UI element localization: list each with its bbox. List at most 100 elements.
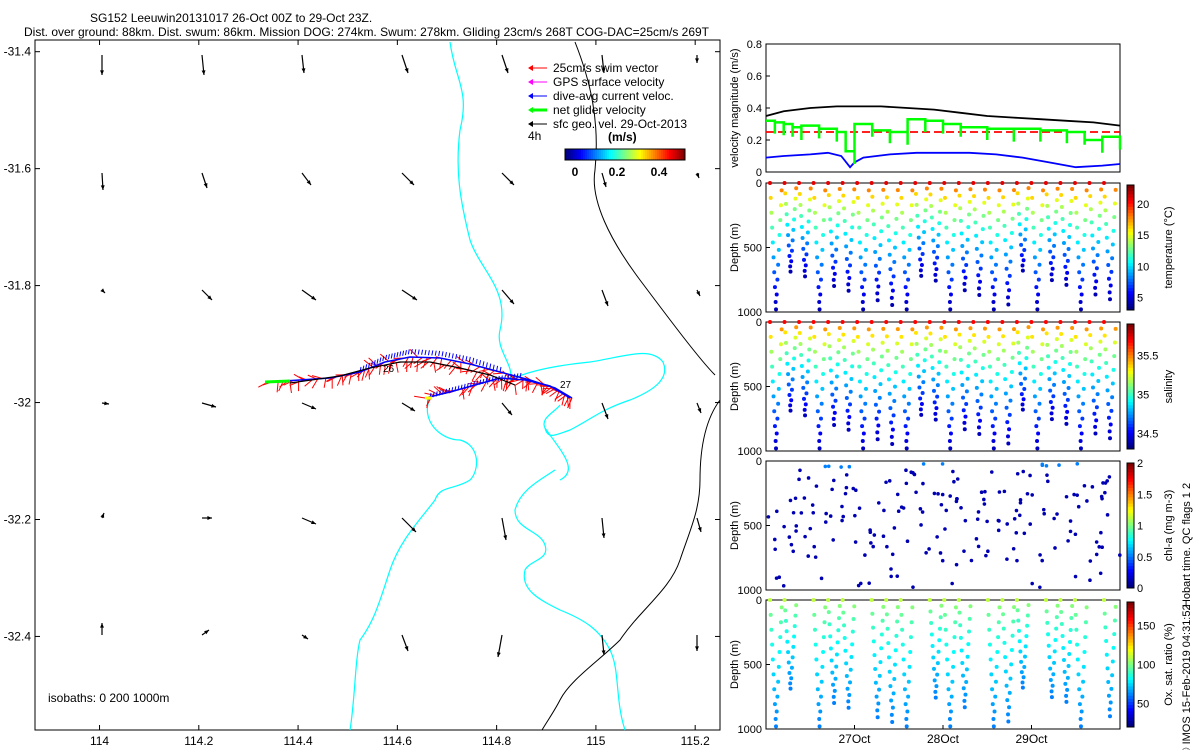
- profile-colorbar-tick: 100: [1137, 660, 1155, 672]
- profile-sample: [778, 357, 783, 362]
- swim-vector: [468, 385, 474, 397]
- legend-colorbar-cell: [585, 149, 588, 160]
- profile-sample: [1001, 348, 1006, 353]
- profile-sample: [1061, 240, 1066, 245]
- profile-colorbar-cell: [1127, 642, 1134, 647]
- profile-sample: [856, 349, 861, 354]
- profile-sample: [933, 411, 938, 416]
- profile-sample: [987, 225, 992, 230]
- chl-sample: [1103, 481, 1108, 485]
- profile-colorbar-cell: [1127, 436, 1134, 441]
- profile-sample: [890, 705, 895, 710]
- profile-sample: [1059, 192, 1064, 197]
- profile-sample: [919, 262, 924, 267]
- profile-sample: [842, 206, 847, 211]
- chl-sample: [1015, 471, 1020, 476]
- profile-sample: [1075, 225, 1080, 230]
- profile-sample: [794, 325, 799, 330]
- profile-sample: [801, 246, 806, 251]
- profile-sample: [876, 423, 881, 428]
- profile-sample: [943, 210, 948, 215]
- profile-sample: [1075, 240, 1080, 245]
- profile-sample: [870, 333, 875, 338]
- profile-sample: [842, 636, 847, 641]
- profile-colorbar-cell: [1127, 349, 1134, 353]
- profile-sample: [785, 222, 790, 227]
- profile-sample: [903, 702, 908, 707]
- profile-sample: [800, 374, 805, 379]
- sfc-vector-head: [100, 513, 105, 518]
- legend-colorbar-cell: [659, 149, 662, 160]
- profile-sample: [988, 240, 993, 245]
- profile-sample: [953, 620, 958, 625]
- profile-sample: [1107, 707, 1112, 712]
- sfc-vector-head: [100, 185, 105, 190]
- chl-sample: [872, 533, 877, 537]
- profile-sample: [894, 633, 899, 638]
- profile-sample: [886, 377, 891, 382]
- profile-sample: [1064, 693, 1069, 698]
- profile-sample: [800, 235, 805, 240]
- profile-sample: [990, 285, 995, 290]
- profile-sample: [784, 351, 789, 356]
- profile-sample: [902, 409, 907, 414]
- profile-sample: [945, 672, 950, 677]
- profile-sample: [993, 679, 998, 684]
- profile-colorbar-cell: [1127, 705, 1134, 709]
- profile-colorbar-cell: [1127, 191, 1134, 195]
- profile-sample: [900, 225, 905, 230]
- profile-sample: [783, 330, 788, 335]
- profile-sample: [1016, 211, 1021, 216]
- profile-sample: [789, 665, 794, 670]
- profile-sample: [1035, 307, 1040, 312]
- map-xtick-label: 114.2: [184, 734, 213, 748]
- profile-colorbar-cell: [1127, 345, 1134, 350]
- velocity-ylabel: velocity magnitude (m/s): [729, 48, 741, 167]
- profile-sample: [1073, 334, 1078, 339]
- profile-colorbar-cell: [1127, 581, 1134, 586]
- profile-sample: [857, 379, 862, 384]
- profile-sample: [987, 349, 992, 354]
- chl-sample: [876, 501, 881, 505]
- profile-colorbar-cell: [1127, 584, 1134, 589]
- profile-colorbar-cell: [1127, 263, 1134, 267]
- profile-sample: [1022, 376, 1027, 381]
- profile-sample: [1019, 253, 1024, 258]
- sfc-vector-head: [602, 182, 607, 187]
- profile-sample: [956, 598, 961, 602]
- chl-sample: [1018, 500, 1023, 505]
- profile-sample: [904, 724, 909, 729]
- profile-sample: [991, 446, 996, 451]
- profile-sample: [773, 716, 778, 721]
- profile-sample: [1102, 333, 1107, 338]
- profile-sample: [1067, 651, 1072, 656]
- profile-sample: [1014, 598, 1019, 602]
- chl-sample: [819, 576, 824, 581]
- profile-sample: [893, 648, 898, 653]
- profile-colorbar-cell: [1127, 330, 1134, 334]
- swim-vector: [364, 368, 370, 378]
- profile-sample: [1066, 385, 1071, 390]
- profile-sample: [786, 243, 791, 248]
- profile-sample: [1023, 644, 1028, 649]
- legend-colorbar-cell: [579, 149, 582, 160]
- profile-sample: [901, 379, 906, 384]
- profile-sample: [997, 605, 1002, 610]
- profile-sample: [1003, 669, 1008, 674]
- profile-sample: [1019, 242, 1024, 247]
- profile-sample: [944, 225, 949, 230]
- profile-sample: [1054, 348, 1059, 353]
- profile-sample: [1055, 603, 1060, 608]
- profile-sample: [892, 676, 897, 681]
- profile-sample: [826, 332, 831, 337]
- profile-colorbar-cell: [1127, 253, 1134, 258]
- profile-sample: [775, 694, 780, 699]
- profile-sample: [967, 616, 972, 621]
- profile-sample: [994, 386, 999, 391]
- profile-colorbar-cell: [1127, 336, 1134, 341]
- profile-sample: [904, 299, 909, 304]
- profile-sample: [865, 218, 870, 223]
- chl-sample: [1072, 492, 1076, 497]
- profile-sample: [789, 248, 794, 253]
- profile-colorbar-cell: [1127, 720, 1134, 725]
